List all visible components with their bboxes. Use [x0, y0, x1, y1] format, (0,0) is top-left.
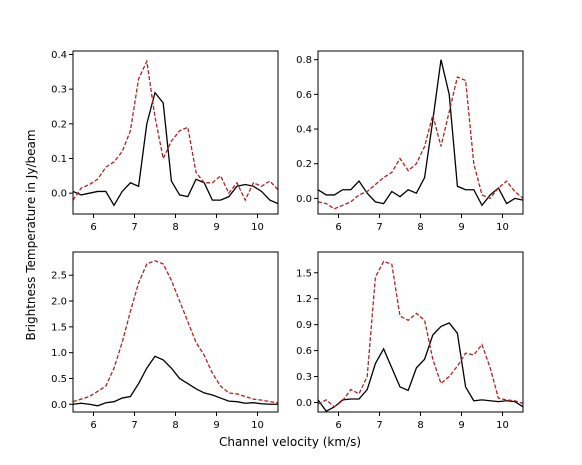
x-tick-label: 6 — [90, 222, 96, 233]
panel-3: 6 7 8 9 10 0.0 0.5 1.0 1.5 2.0 2.5 — [51, 251, 279, 431]
series-line-dashed — [318, 76, 523, 210]
x-tick-label: 8 — [417, 222, 423, 233]
y-tick-label: 0.3 — [51, 85, 67, 96]
x-tick-label: 9 — [458, 222, 464, 233]
y-tick-label: 1.2 — [296, 294, 312, 305]
y-axis-label: Brightness Temperature in Jy/beam — [24, 129, 38, 340]
x-tick-label: 10 — [496, 222, 509, 233]
y-tick-label: 0.3 — [296, 372, 312, 383]
y-tick-label: 0.0 — [296, 398, 312, 409]
y-tick-label: 0.2 — [51, 119, 67, 130]
x-tick-label: 10 — [251, 420, 264, 431]
y-tick-label: 0.9 — [296, 320, 312, 331]
panel-4: 6 7 8 9 10 0.0 0.3 0.6 0.9 1.2 1.5 — [296, 251, 524, 431]
series-line-dashed — [73, 260, 278, 404]
x-tick-label: 9 — [213, 222, 219, 233]
x-tick-label: 8 — [172, 222, 178, 233]
y-tick-label: 0.1 — [51, 154, 67, 165]
y-tick-label: 0.0 — [51, 189, 67, 200]
panels: 6 7 8 9 10 0.0 0.1 0.2 0.3 0.4 6 7 8 9 10 0.0 0.2 0.4 0.6 0… — [51, 50, 524, 431]
x-tick-label: 7 — [131, 222, 137, 233]
x-tick-label: 6 — [335, 222, 341, 233]
y-tick-label: 0.4 — [296, 125, 312, 136]
panel-1: 6 7 8 9 10 0.0 0.1 0.2 0.3 0.4 — [51, 50, 279, 233]
y-tick-label: 0.8 — [296, 55, 312, 66]
x-axis-label: Channel velocity (km/s) — [219, 435, 361, 449]
series-line-solid — [318, 59, 523, 207]
series-line-solid — [318, 322, 523, 412]
series-line-dashed — [73, 59, 278, 202]
y-tick-label: 0.5 — [51, 374, 67, 385]
y-tick-label: 0.6 — [296, 346, 312, 357]
x-tick-label: 7 — [131, 420, 137, 431]
series-line-solid — [73, 91, 278, 207]
x-tick-label: 10 — [496, 420, 509, 431]
y-tick-label: 0.6 — [296, 90, 312, 101]
x-tick-label: 9 — [458, 420, 464, 431]
plot-frame — [317, 251, 524, 413]
x-tick-label: 6 — [335, 420, 341, 431]
x-tick-label: 9 — [213, 420, 219, 431]
y-tick-label: 0.2 — [296, 159, 312, 170]
y-tick-label: 0.0 — [51, 400, 67, 411]
panel-2: 6 7 8 9 10 0.0 0.2 0.4 0.6 0.8 — [296, 50, 524, 233]
y-tick-label: 1.0 — [51, 348, 67, 359]
x-tick-label: 6 — [90, 420, 96, 431]
y-tick-label: 0.0 — [296, 194, 312, 205]
y-tick-label: 1.5 — [296, 268, 312, 279]
x-tick-label: 7 — [376, 420, 382, 431]
y-tick-label: 2.5 — [51, 271, 67, 282]
x-tick-label: 8 — [172, 420, 178, 431]
series-line-dashed — [318, 260, 523, 408]
x-tick-label: 7 — [376, 222, 382, 233]
y-tick-label: 1.5 — [51, 322, 67, 333]
plot-frame — [72, 50, 279, 215]
x-tick-label: 10 — [251, 222, 264, 233]
y-tick-label: 0.4 — [51, 50, 67, 61]
series-line-solid — [73, 355, 278, 407]
y-tick-label: 2.0 — [51, 297, 67, 308]
x-tick-label: 8 — [417, 420, 423, 431]
